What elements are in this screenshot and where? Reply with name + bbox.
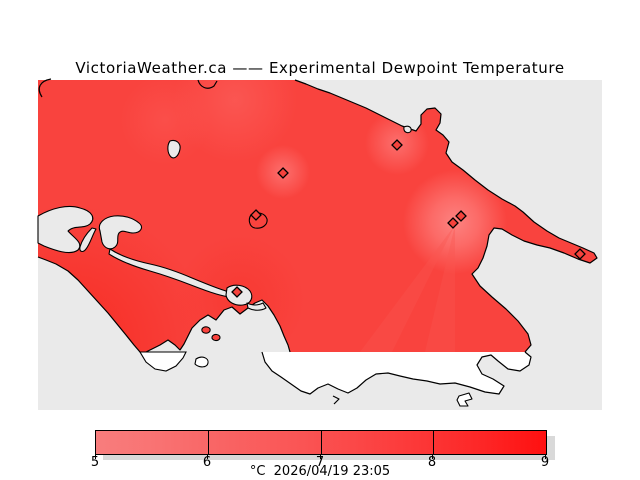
- colorbar-divider: [321, 431, 322, 454]
- inlets: [37, 125, 412, 311]
- colorbar-tick-label: 8: [427, 455, 437, 470]
- colorbar-divider: [208, 431, 209, 454]
- colorbar-tickmark: [207, 454, 208, 459]
- station-diamond-marker: [447, 217, 459, 229]
- small-lake-outline: [403, 125, 412, 134]
- colorbar-caption: °C 2026/04/19 23:05: [249, 464, 391, 479]
- plot-title: VictoriaWeather.ca —— Experimental Dewpo…: [75, 59, 565, 77]
- colorbar-tick-label: 5: [90, 455, 100, 470]
- colorbar-tick-label: 6: [202, 455, 212, 470]
- colorbar: [95, 430, 547, 455]
- colorbar-tickmark: [95, 454, 96, 459]
- station-markers: [231, 139, 586, 298]
- station-diamond-marker: [231, 286, 243, 298]
- lake-outline: [167, 139, 181, 159]
- colorbar-divider: [433, 431, 434, 454]
- colorbar-tick-label: 9: [540, 455, 550, 470]
- no-data-land-region: [262, 352, 531, 394]
- station-diamond-marker: [391, 139, 403, 151]
- colorbar-tickmark: [545, 454, 546, 459]
- station-diamond-marker: [455, 210, 467, 222]
- colorbar-tickmark: [320, 454, 321, 459]
- no-data-pocket: [139, 351, 187, 372]
- station-diamond-marker: [250, 209, 262, 221]
- station-diamond-marker: [277, 167, 289, 179]
- colorbar-tickmark: [432, 454, 433, 459]
- station-diamond-marker: [574, 248, 586, 260]
- colorbar-tick-label: 7: [315, 455, 325, 470]
